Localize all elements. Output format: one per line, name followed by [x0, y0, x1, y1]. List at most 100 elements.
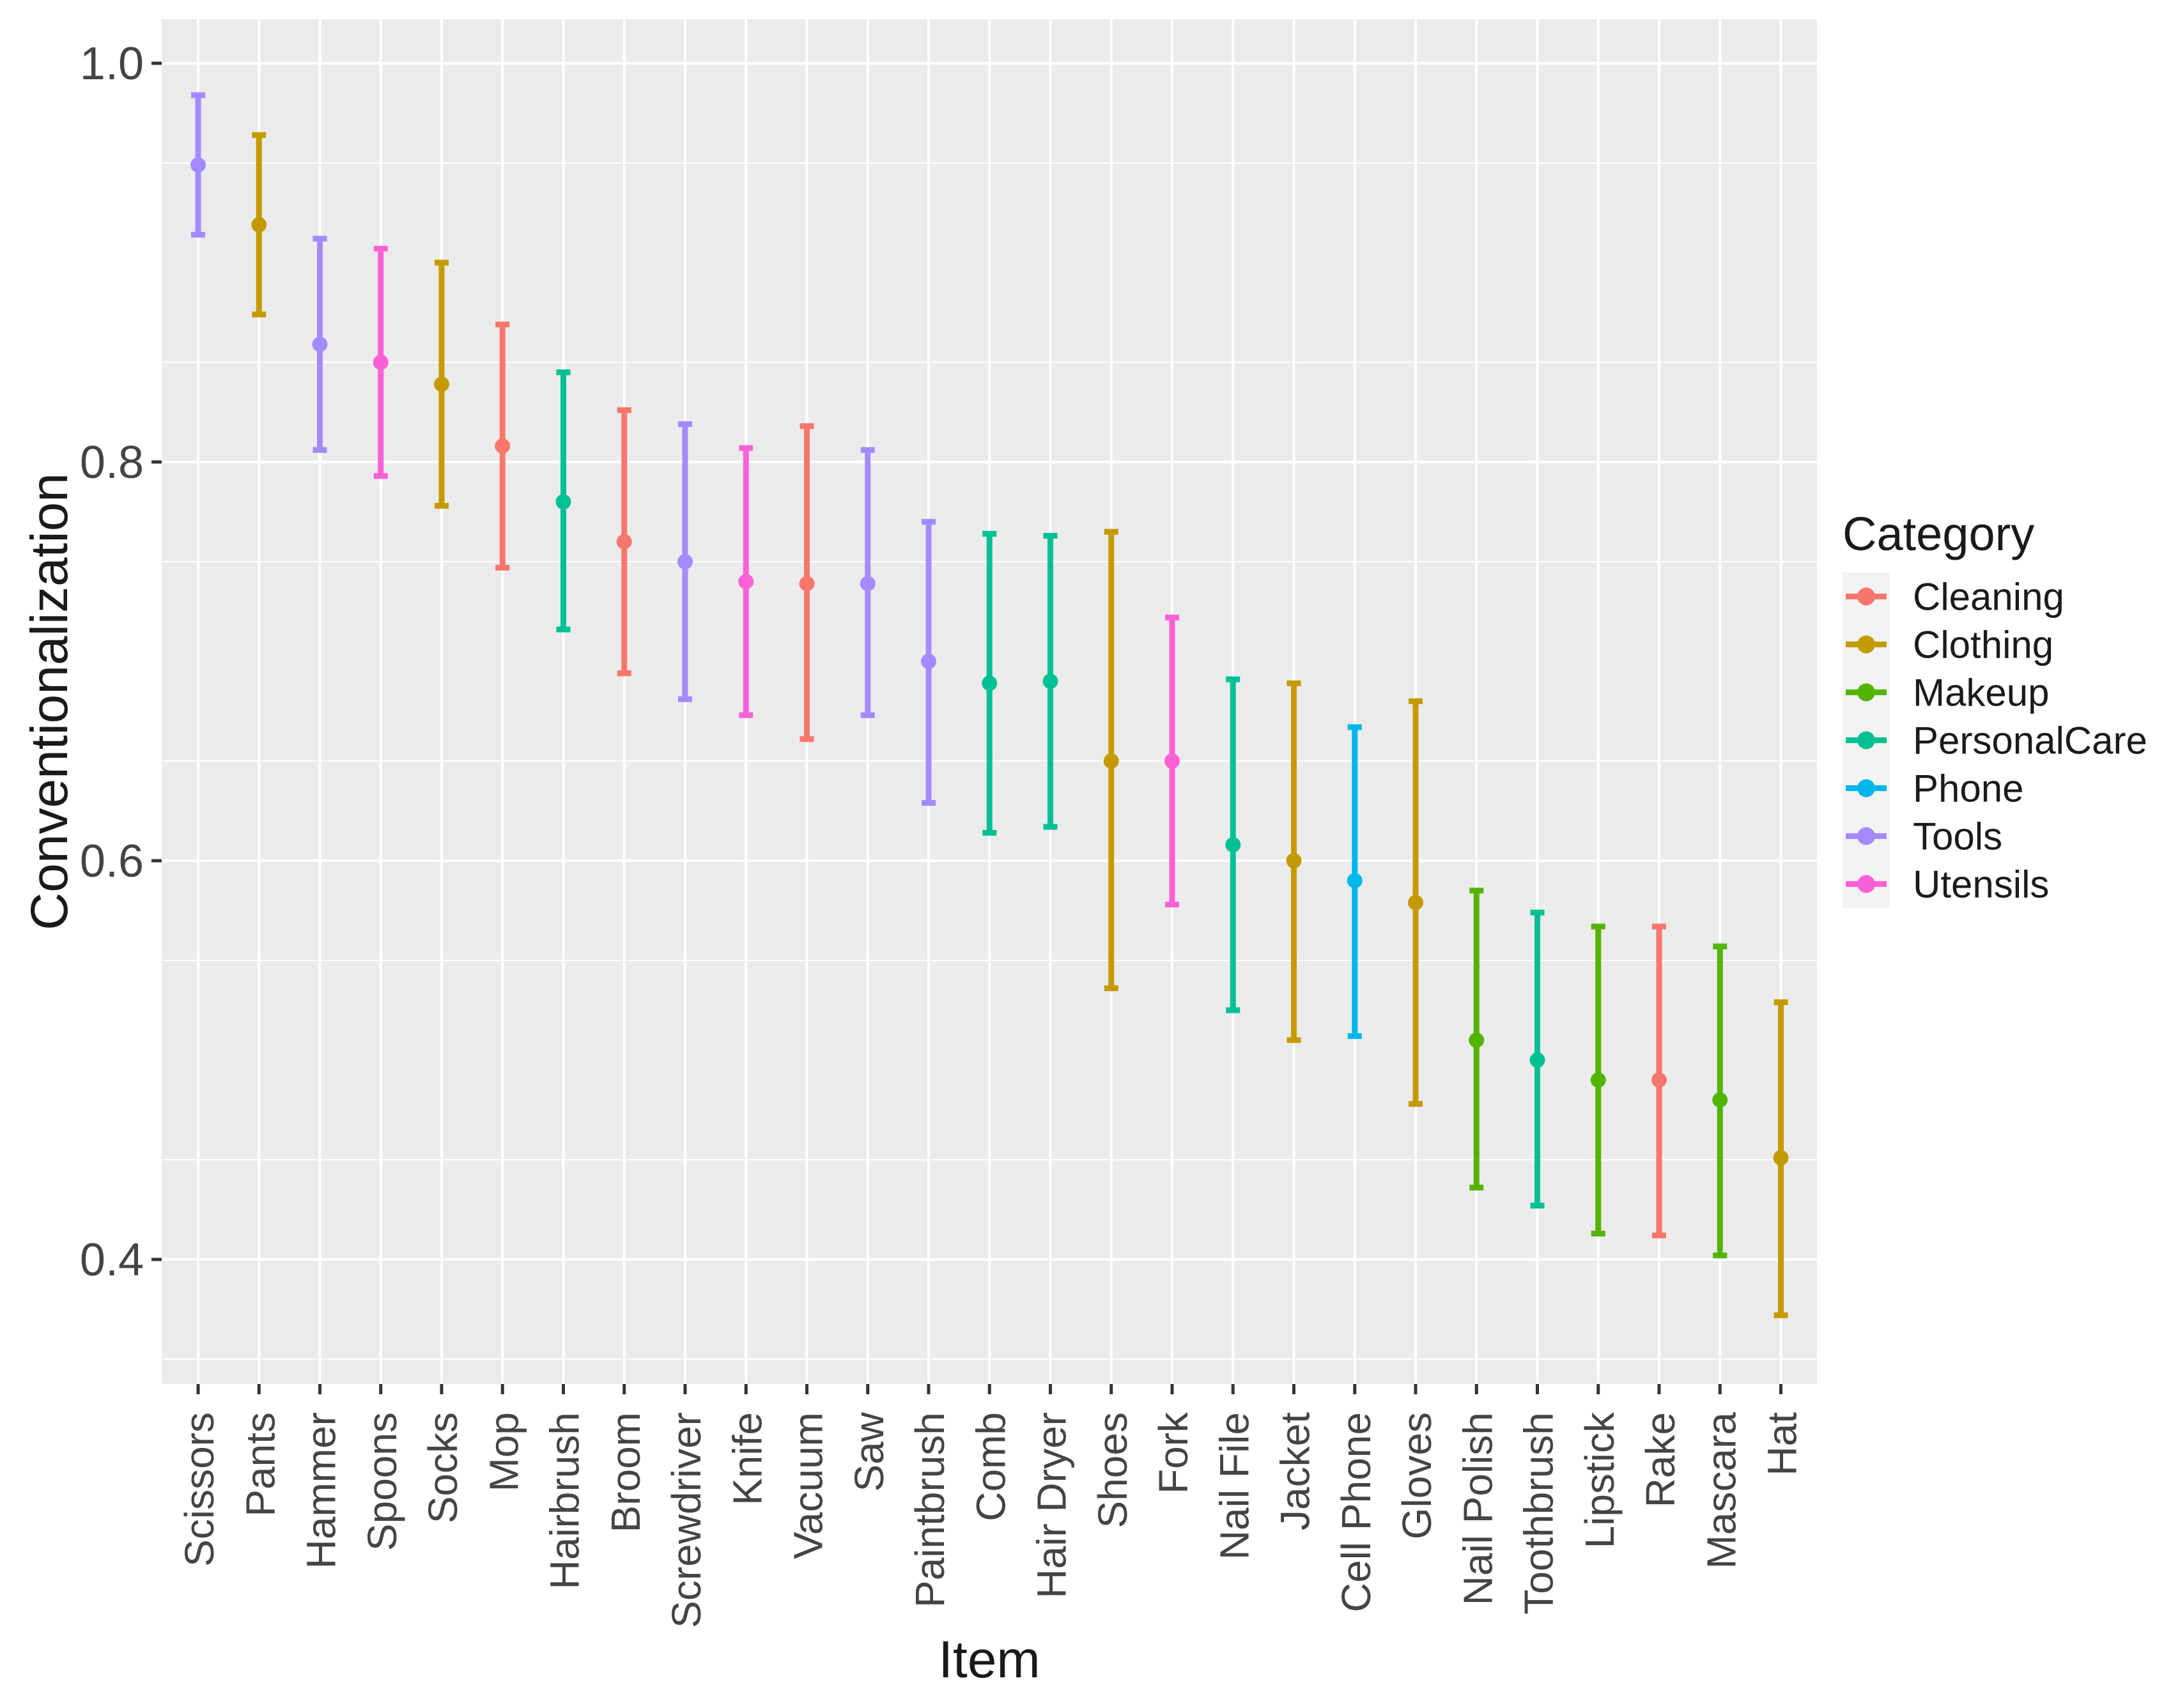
x-tick-label-comb: Comb: [968, 1412, 1014, 1521]
point-socks: [434, 376, 449, 392]
x-axis-title: Item: [938, 1631, 1040, 1689]
legend-key-point-tools: [1857, 827, 1875, 845]
x-tick-label-socks: Socks: [420, 1412, 466, 1523]
x-tick-label-mop: Mop: [481, 1412, 527, 1492]
point-gloves: [1408, 895, 1423, 911]
legend-entry-utensils: Utensils: [1846, 863, 2049, 906]
pointrange-gloves: [1408, 698, 1423, 1107]
point-knife: [738, 574, 754, 590]
x-tick-label-shoes: Shoes: [1090, 1412, 1136, 1528]
legend-label-personalcare: PersonalCare: [1913, 719, 2147, 762]
pointrange-paintbrush: [921, 519, 936, 806]
legend-entry-clothing: Clothing: [1846, 624, 2053, 666]
x-tick-label-hair-dryer: Hair Dryer: [1029, 1412, 1075, 1599]
pointrange-rake: [1651, 923, 1667, 1239]
legend-entry-makeup: Makeup: [1846, 672, 2049, 714]
legend-key-point-clothing: [1857, 635, 1875, 654]
pointrange-fork: [1164, 614, 1180, 908]
pointrange-spoons: [373, 245, 389, 479]
point-paintbrush: [921, 654, 936, 669]
pointrange-jacket: [1286, 680, 1302, 1043]
y-tick-label-0.6: 0.6: [80, 836, 144, 887]
x-tick-label-jacket: Jacket: [1272, 1412, 1318, 1530]
x-tick-label-mascara: Mascara: [1698, 1412, 1744, 1569]
x-tick-label-knife: Knife: [724, 1412, 770, 1505]
x-tick-label-nail-polish: Nail Polish: [1455, 1412, 1501, 1605]
point-screwdriver: [677, 554, 693, 569]
point-scissors: [190, 157, 206, 173]
pointrange-broom: [616, 407, 632, 677]
x-tick-label-toothbrush: Toothbrush: [1516, 1412, 1562, 1615]
pointrange-comb: [982, 530, 998, 836]
x-tick-label-rake: Rake: [1637, 1412, 1683, 1507]
point-mascara: [1712, 1092, 1728, 1108]
x-tick-label-fork: Fork: [1150, 1412, 1196, 1494]
legend-title: Category: [1843, 507, 2034, 560]
pointrange-hairbrush: [555, 369, 571, 633]
pointrange-mop: [495, 321, 511, 571]
pointrange-mascara: [1712, 943, 1728, 1259]
pointrange-screwdriver: [677, 421, 693, 702]
point-rake: [1651, 1072, 1667, 1088]
point-broom: [616, 534, 632, 550]
legend-entry-phone: Phone: [1846, 767, 2024, 810]
point-pants: [251, 217, 267, 233]
pointrange-nail-polish: [1469, 888, 1485, 1191]
pointrange-socks: [434, 259, 449, 509]
point-toothbrush: [1529, 1052, 1545, 1068]
legend: Cleaning Clothing Makeup PersonalCare Phone T…: [1843, 573, 2147, 908]
pointrange-nail-file: [1225, 676, 1241, 1013]
pointrange-knife: [738, 445, 754, 718]
point-nail-polish: [1469, 1032, 1485, 1048]
y-tick-label-1.0: 1.0: [80, 38, 144, 89]
legend-key-point-phone: [1857, 779, 1875, 797]
pointrange-cell-phone: [1347, 724, 1363, 1040]
point-hat: [1773, 1150, 1789, 1166]
point-fork: [1164, 753, 1180, 769]
x-tick-label-nail-file: Nail File: [1211, 1412, 1257, 1560]
point-hair-dryer: [1042, 673, 1058, 689]
x-tick-label-hat: Hat: [1759, 1412, 1805, 1476]
point-cell-phone: [1347, 873, 1363, 889]
pointrange-scissors: [190, 92, 206, 238]
y-tick-label-0.4: 0.4: [80, 1235, 144, 1286]
pointrange-hair-dryer: [1042, 532, 1058, 830]
y-axis-title: Conventionalization: [20, 473, 79, 930]
plot-panel: [162, 19, 1817, 1384]
legend-key-point-makeup: [1857, 683, 1875, 702]
point-mop: [495, 438, 511, 454]
pointrange-saw: [860, 447, 876, 718]
legend-entry-cleaning: Cleaning: [1846, 576, 2064, 619]
point-jacket: [1286, 853, 1302, 868]
point-hammer: [312, 336, 328, 352]
point-saw: [860, 576, 876, 592]
point-lipstick: [1590, 1072, 1606, 1088]
x-tick-label-vacuum: Vacuum: [785, 1412, 831, 1559]
point-hairbrush: [555, 494, 571, 510]
pointrange-toothbrush: [1529, 909, 1545, 1209]
x-tick-label-gloves: Gloves: [1394, 1412, 1440, 1539]
pointrange-shoes: [1103, 528, 1119, 992]
x-tick-label-paintbrush: Paintbrush: [907, 1412, 953, 1608]
legend-label-utensils: Utensils: [1913, 863, 2049, 906]
point-nail-file: [1225, 837, 1241, 853]
data-layer: [190, 92, 1789, 1318]
legend-label-clothing: Clothing: [1913, 624, 2053, 666]
pointrange-hammer: [312, 236, 328, 453]
legend-entry-personalcare: PersonalCare: [1846, 719, 2147, 762]
legend-key-point-cleaning: [1857, 587, 1875, 606]
pointrange-pants: [251, 132, 267, 318]
point-spoons: [373, 355, 389, 370]
x-tick-label-broom: Broom: [603, 1412, 649, 1533]
legend-key-point-utensils: [1857, 875, 1875, 893]
x-tick-label-scissors: Scissors: [176, 1412, 222, 1567]
y-tick-label-0.8: 0.8: [80, 437, 144, 488]
x-tick-label-spoons: Spoons: [359, 1412, 405, 1551]
legend-label-phone: Phone: [1913, 767, 2024, 810]
x-tick-label-lipstick: Lipstick: [1577, 1412, 1623, 1548]
x-tick-label-hairbrush: Hairbrush: [542, 1412, 588, 1589]
legend-label-tools: Tools: [1913, 815, 2002, 858]
pointrange-lipstick: [1590, 923, 1606, 1236]
